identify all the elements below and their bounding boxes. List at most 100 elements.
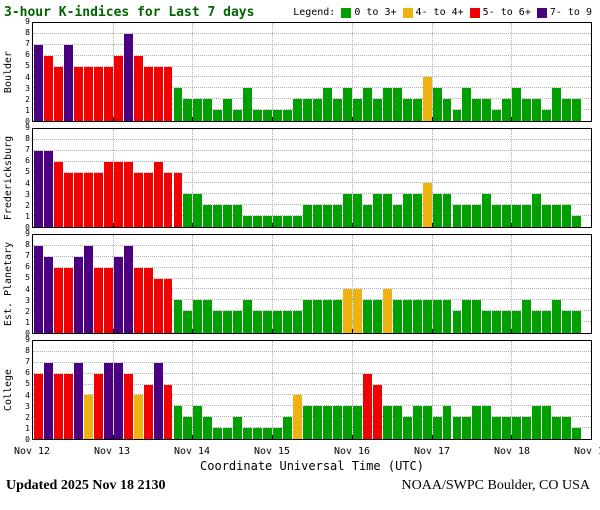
- k-bar: [542, 406, 552, 439]
- h-gridline: [33, 149, 591, 151]
- y-tick-label: 1: [25, 211, 30, 221]
- k-bar: [93, 172, 103, 227]
- k-bar: [103, 362, 113, 439]
- credit-text: NOAA/SWPC Boulder, CO USA: [401, 478, 590, 493]
- x-axis-title: Coordinate Universal Time (UTC): [200, 459, 424, 473]
- v-gridline: [112, 23, 114, 121]
- k-bar: [193, 300, 203, 333]
- k-bar: [432, 300, 442, 333]
- x-tickmark: [511, 329, 513, 333]
- k-bar: [372, 194, 382, 227]
- k-bar: [422, 406, 432, 439]
- h-gridline: [33, 383, 591, 385]
- k-bar: [472, 205, 482, 227]
- k-bar: [93, 66, 103, 121]
- y-tick-label: 8: [25, 28, 30, 38]
- x-tick-label: Nov 17: [413, 446, 451, 457]
- k-bar: [43, 55, 53, 121]
- y-tick-label: 6: [25, 262, 30, 272]
- k-bar: [313, 205, 322, 227]
- k-bar: [313, 406, 322, 439]
- y-tick-label: 7: [25, 251, 30, 261]
- k-bar: [512, 311, 522, 333]
- y-tick-label: 4: [25, 178, 30, 188]
- y-tick-label: 9: [25, 17, 30, 26]
- y-tick-label: 0: [25, 223, 30, 232]
- k-bar: [532, 194, 542, 227]
- k-bar: [83, 245, 93, 333]
- k-bar: [502, 99, 512, 121]
- k-bar: [133, 267, 143, 333]
- k-bar: [342, 406, 352, 439]
- x-tickmark: [192, 223, 194, 227]
- y-tick-label: 4: [25, 284, 30, 294]
- k-bar: [482, 99, 492, 121]
- legend-item-label: 0 to 3+: [354, 7, 397, 18]
- k-bar: [63, 44, 73, 121]
- k-bar: [322, 205, 332, 227]
- k-bar: [442, 99, 452, 121]
- legend-item-label: 4- to 4+: [415, 7, 464, 18]
- k-bar: [512, 417, 522, 439]
- x-tick-label: Nov 16: [333, 446, 371, 457]
- h-gridline: [33, 361, 591, 363]
- v-gridline: [272, 235, 274, 333]
- k-bar: [173, 406, 183, 439]
- k-bar: [502, 311, 512, 333]
- y-tick-label: 0: [25, 329, 30, 338]
- k-bar: [432, 194, 442, 227]
- k-bar: [372, 99, 382, 121]
- k-bar: [143, 384, 153, 439]
- k-bar: [123, 33, 133, 121]
- k-bar: [273, 311, 283, 333]
- y-tick-label: 4: [25, 390, 30, 400]
- k-bar: [532, 99, 542, 121]
- k-bar: [362, 373, 372, 439]
- x-tick-label: Nov 14: [173, 446, 211, 457]
- panel-plot: [32, 128, 592, 228]
- k-bar: [133, 395, 143, 439]
- legend-swatch-green: [341, 7, 352, 18]
- h-gridline: [33, 405, 591, 407]
- k-bar: [103, 267, 113, 333]
- k-bar: [322, 300, 332, 333]
- v-gridline: [511, 341, 513, 439]
- k-bar: [382, 289, 392, 333]
- k-bar: [332, 205, 342, 227]
- k-bar: [572, 99, 582, 121]
- x-tickmark: [112, 329, 114, 333]
- v-gridline: [431, 341, 433, 439]
- k-bar: [203, 300, 213, 333]
- k-bar: [402, 99, 412, 121]
- y-tick-label: 7: [25, 39, 30, 49]
- k-bar: [233, 110, 243, 121]
- k-bar: [452, 311, 462, 333]
- v-gridline: [431, 235, 433, 333]
- v-gridline: [192, 341, 194, 439]
- panel-plot: [32, 22, 592, 122]
- y-tick-label: 6: [25, 50, 30, 60]
- x-tickmark: [272, 329, 274, 333]
- y-tick-label: 2: [25, 306, 30, 316]
- k-bar: [362, 205, 372, 227]
- x-tickmark: [511, 223, 513, 227]
- k-bar: [243, 428, 253, 439]
- k-bar: [462, 417, 472, 439]
- k-bar: [412, 300, 422, 333]
- y-tick-label: 0: [25, 117, 30, 126]
- k-bar: [73, 66, 83, 121]
- k-bar: [472, 99, 482, 121]
- k-bar: [63, 172, 73, 227]
- k-bar: [43, 150, 53, 227]
- k-bar: [93, 373, 103, 439]
- x-tickmark: [272, 435, 274, 439]
- k-bar: [143, 267, 153, 333]
- k-bar: [552, 205, 562, 227]
- k-bar: [552, 88, 562, 121]
- k-bar: [213, 311, 223, 333]
- k-bar: [412, 99, 422, 121]
- k-bar: [133, 172, 143, 227]
- k-bar: [263, 110, 273, 121]
- legend-item-label: 5- to 6+: [482, 7, 531, 18]
- x-tickmark: [431, 329, 433, 333]
